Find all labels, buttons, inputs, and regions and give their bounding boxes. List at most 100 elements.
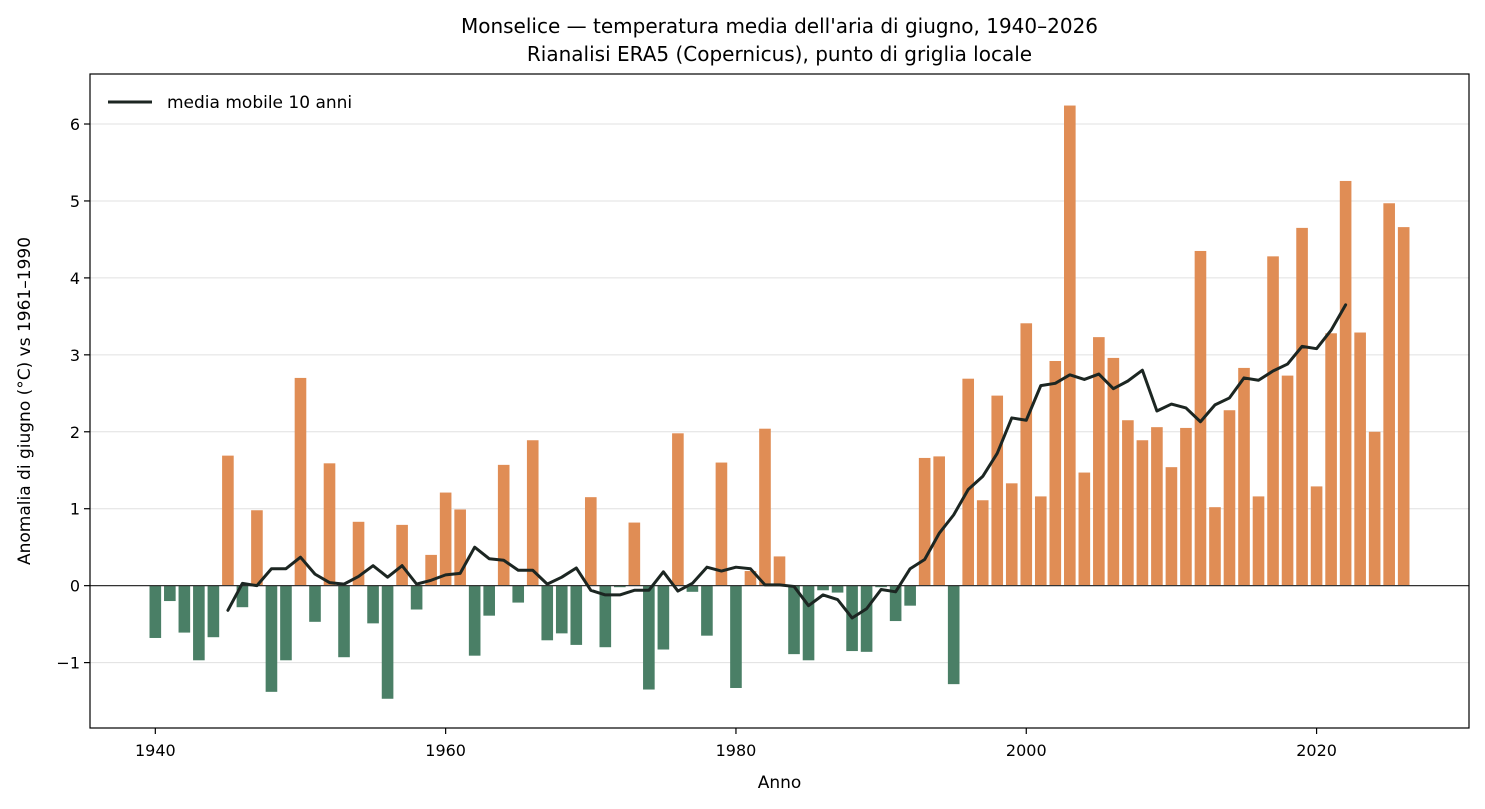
- bar-2005: [1093, 337, 1105, 586]
- y-axis: −1 0 1 2 3 4 5 6: [56, 115, 90, 673]
- bar-2015: [1238, 367, 1250, 586]
- bar-1975: [657, 585, 670, 650]
- y-tick-5: 5: [70, 192, 90, 211]
- bar-1963: [483, 585, 495, 616]
- bar-2021: [1325, 333, 1337, 586]
- bar-1989: [860, 585, 873, 652]
- y-tick-label: 6: [70, 115, 80, 134]
- bar-1951: [309, 585, 321, 622]
- bar-1995: [947, 585, 960, 685]
- bar-2004: [1078, 472, 1091, 586]
- bar-1955: [367, 585, 379, 624]
- bar-2022: [1339, 180, 1352, 586]
- bar-1977: [686, 585, 699, 592]
- bar-1973: [628, 522, 641, 586]
- bar-1979: [715, 462, 728, 586]
- anomaly-bars: [149, 105, 1410, 699]
- bar-1981: [744, 571, 757, 586]
- bar-1953: [338, 585, 350, 658]
- bar-1964: [497, 464, 510, 586]
- bar-2019: [1296, 227, 1308, 586]
- bar-2001: [1034, 496, 1047, 586]
- x-axis: 1940 1960 1980 2000 2020: [135, 728, 1337, 760]
- bar-2016: [1252, 496, 1265, 586]
- bar-1965: [512, 585, 525, 603]
- bar-1941: [164, 585, 176, 602]
- bar-1976: [672, 433, 684, 586]
- x-axis-label: Anno: [758, 773, 802, 793]
- bar-1961: [454, 509, 466, 586]
- x-tick-label: 2020: [1296, 741, 1337, 760]
- bar-1967: [541, 585, 554, 641]
- chart-subtitle: Rianalisi ERA5 (Copernicus), punto di gr…: [527, 42, 1032, 66]
- bar-1940: [149, 585, 162, 638]
- y-tick-label: 4: [70, 269, 80, 288]
- x-tick-label: 1940: [135, 741, 176, 760]
- bar-1999: [1005, 483, 1018, 586]
- legend-label: media mobile 10 anni: [167, 93, 352, 113]
- y-tick-2: 2: [70, 423, 90, 442]
- bar-2006: [1107, 357, 1120, 586]
- bar-1998: [991, 395, 1004, 586]
- bar-1949: [280, 585, 292, 661]
- moving-average-series: [226, 303, 1348, 620]
- x-tick-2020: 2020: [1296, 728, 1337, 760]
- bar-1966: [526, 440, 539, 586]
- bar-1962: [468, 585, 481, 656]
- bar-1947: [251, 510, 263, 586]
- bar-2011: [1180, 427, 1192, 586]
- bar-1954: [352, 521, 365, 586]
- bar-1996: [962, 378, 975, 586]
- bar-1992: [904, 585, 916, 606]
- bar-1956: [381, 585, 394, 699]
- bar-1942: [178, 585, 191, 633]
- bar-1974: [643, 585, 655, 690]
- bar-1950: [294, 377, 307, 586]
- bar-1983: [773, 556, 786, 586]
- x-tick-label: 1960: [425, 741, 466, 760]
- y-tick-3: 3: [70, 346, 90, 365]
- bar-1945: [222, 455, 234, 586]
- bar-1982: [759, 428, 771, 586]
- bar-2024: [1368, 431, 1381, 586]
- bar-1990: [875, 585, 887, 588]
- bar-2018: [1281, 375, 1294, 586]
- y-tick-label: 5: [70, 192, 80, 211]
- bar-2002: [1049, 360, 1062, 586]
- bar-1997: [976, 500, 989, 586]
- x-tick-label: 1980: [716, 741, 757, 760]
- bar-2026: [1397, 227, 1410, 586]
- bar-1943: [193, 585, 205, 661]
- bar-2010: [1165, 467, 1178, 586]
- bar-1984: [788, 585, 800, 655]
- bar-1972: [614, 585, 626, 588]
- y-tick-label: 2: [70, 423, 80, 442]
- bar-2008: [1136, 440, 1149, 586]
- bar-1960: [439, 492, 452, 586]
- bar-2014: [1223, 410, 1236, 586]
- x-tick-1960: 1960: [425, 728, 466, 760]
- y-tick-label: 0: [70, 577, 80, 596]
- bar-2009: [1151, 427, 1163, 586]
- y-tick-label: 1: [70, 500, 80, 519]
- chart-title: Monselice — temperatura media dell'aria …: [461, 14, 1098, 38]
- bar-2003: [1064, 105, 1076, 586]
- bar-1952: [323, 463, 336, 586]
- x-tick-1940: 1940: [135, 728, 176, 760]
- bar-1971: [599, 585, 612, 648]
- bar-2017: [1267, 256, 1279, 586]
- moving-average-line: [226, 303, 1348, 620]
- bar-1944: [207, 585, 220, 638]
- bar-1985: [802, 585, 815, 661]
- plot-frame: [89, 73, 1470, 729]
- bar-1993: [918, 457, 931, 586]
- bar-2020: [1310, 486, 1323, 586]
- y-tick-4: 4: [70, 269, 90, 288]
- bar-2023: [1354, 332, 1366, 586]
- bar-1969: [570, 585, 583, 645]
- y-tick-1: 1: [70, 500, 90, 519]
- bar-1948: [265, 585, 278, 692]
- bar-1959: [425, 554, 437, 586]
- bar-1968: [555, 585, 568, 634]
